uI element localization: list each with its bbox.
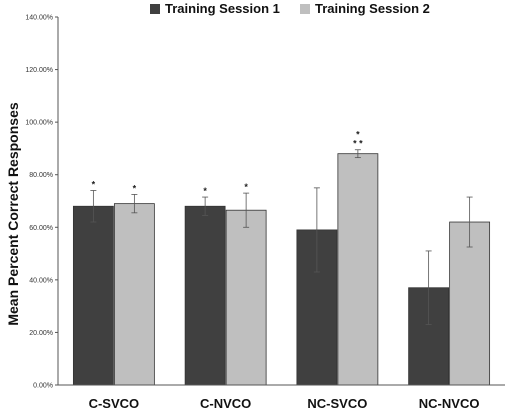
y-tick-label: 140.00% xyxy=(25,15,53,22)
bar-c-nvco-session-1 xyxy=(184,205,226,386)
x-category-label: NC-SVCO xyxy=(307,396,367,411)
bar-nc-nvco-session-2 xyxy=(449,221,491,386)
y-tick-label: 60.00% xyxy=(29,225,53,232)
significance-marker: * xyxy=(92,179,96,189)
x-axis: C-SVCO C-NVCO NC-SVCO NC-NVCO xyxy=(58,384,505,411)
significance-marker: * xyxy=(133,183,137,193)
y-tick-label: 80.00% xyxy=(29,172,53,179)
bar-c-svco-session-1 xyxy=(72,205,114,386)
legend-label-session-1: Training Session 1 xyxy=(165,1,280,16)
x-category-label: C-NVCO xyxy=(200,396,251,411)
bar-nc-svco-session-1 xyxy=(296,229,338,386)
y-tick-label: 40.00% xyxy=(29,277,53,284)
y-axis: 0.00% 20.00% 40.00% 60.00% 80.00% 100.00% 120.… xyxy=(25,15,59,390)
x-category-label: C-SVCO xyxy=(89,396,140,411)
y-tick-label: 0.00% xyxy=(33,383,53,390)
legend-swatch-session-1 xyxy=(150,4,160,14)
significance-marker: * * xyxy=(353,139,363,149)
y-tick-label: 120.00% xyxy=(25,67,53,74)
legend-swatch-session-2 xyxy=(300,4,310,14)
y-tick-label: 20.00% xyxy=(29,330,53,337)
legend: Training Session 1 Training Session 2 xyxy=(150,1,430,16)
x-category-label: NC-NVCO xyxy=(419,396,480,411)
bar-c-nvco-session-2 xyxy=(225,209,267,386)
bars: * * * *** * xyxy=(72,130,491,386)
significance-marker: * xyxy=(356,130,360,140)
significance-marker: * xyxy=(203,186,207,196)
y-axis-title: Mean Percent Correct Responses xyxy=(5,102,21,326)
bar-c-svco-session-2 xyxy=(113,203,155,386)
significance-marker: * xyxy=(244,182,248,192)
y-tick-label: 100.00% xyxy=(25,120,53,127)
legend-label-session-2: Training Session 2 xyxy=(315,1,430,16)
bar-nc-svco-session-2 xyxy=(337,153,379,386)
